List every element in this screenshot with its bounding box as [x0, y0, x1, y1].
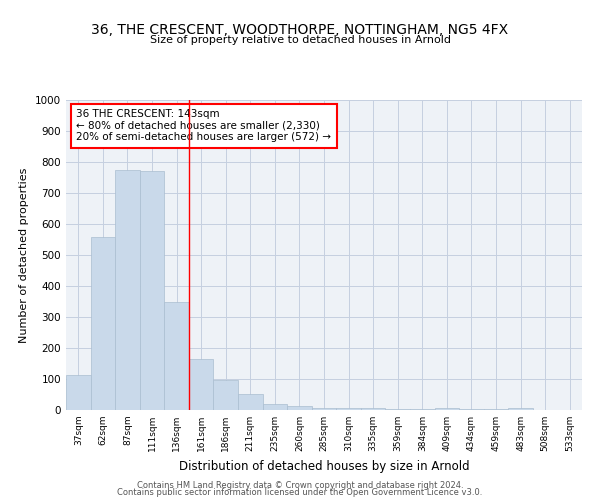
Bar — [263, 404, 287, 410]
Bar — [336, 408, 361, 410]
Bar — [214, 380, 238, 410]
Bar — [164, 302, 189, 410]
Bar — [508, 408, 533, 410]
Bar — [140, 172, 164, 410]
Text: 36 THE CRESCENT: 143sqm
← 80% of detached houses are smaller (2,330)
20% of semi: 36 THE CRESCENT: 143sqm ← 80% of detache… — [76, 110, 331, 142]
Bar — [238, 394, 263, 410]
Bar — [287, 406, 312, 410]
Text: Contains public sector information licensed under the Open Government Licence v3: Contains public sector information licen… — [118, 488, 482, 497]
Bar — [312, 408, 336, 410]
X-axis label: Distribution of detached houses by size in Arnold: Distribution of detached houses by size … — [179, 460, 469, 472]
Bar — [434, 408, 459, 410]
Bar — [361, 408, 385, 410]
Text: 36, THE CRESCENT, WOODTHORPE, NOTTINGHAM, NG5 4FX: 36, THE CRESCENT, WOODTHORPE, NOTTINGHAM… — [91, 22, 509, 36]
Bar — [189, 360, 214, 410]
Text: Contains HM Land Registry data © Crown copyright and database right 2024.: Contains HM Land Registry data © Crown c… — [137, 480, 463, 490]
Bar — [91, 238, 115, 410]
Bar — [115, 170, 140, 410]
Bar — [385, 409, 410, 410]
Y-axis label: Number of detached properties: Number of detached properties — [19, 168, 29, 342]
Bar — [66, 375, 91, 410]
Text: Size of property relative to detached houses in Arnold: Size of property relative to detached ho… — [149, 35, 451, 45]
